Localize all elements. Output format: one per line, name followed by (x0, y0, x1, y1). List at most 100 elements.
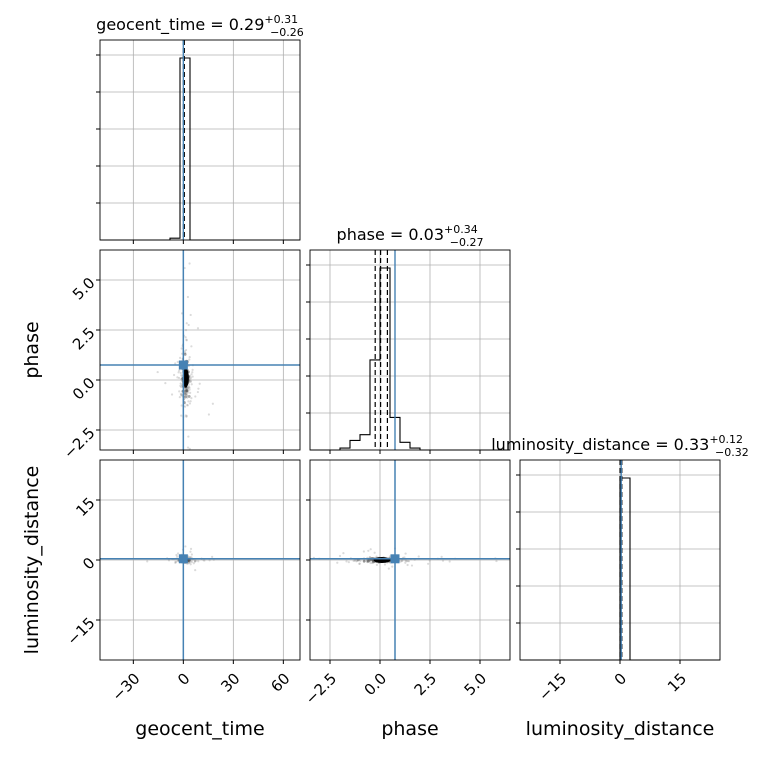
sample-point (399, 560, 402, 563)
sample-point (194, 395, 197, 398)
sample-point (183, 395, 187, 399)
sample-point (189, 391, 192, 394)
sample-point (170, 393, 174, 396)
axis-label-x-luminosity_distance: luminosity_distance (526, 718, 715, 740)
tick-label-x: 0.0 (361, 670, 391, 700)
sample-point (362, 550, 365, 553)
sample-point (178, 390, 181, 393)
sample-point (198, 382, 201, 385)
sample-point (407, 560, 411, 563)
panel-luminosity_distance-luminosity_distance: luminosity_distance = 0.33+0.12 −0.32 (491, 433, 749, 661)
sample-point (191, 371, 194, 374)
sample-point (336, 561, 339, 564)
sample-point (188, 355, 191, 359)
title-main: geocent_time = 0.29 (96, 15, 264, 35)
axis-label-x-phase: phase (381, 718, 438, 740)
tick-label-x: 2.5 (411, 670, 441, 700)
sample-point (410, 564, 414, 567)
sample-point (428, 559, 431, 562)
sample-point (352, 559, 355, 562)
title-main: phase = 0.03 (337, 225, 444, 244)
sample-point (187, 383, 190, 386)
sample-point (193, 560, 197, 563)
sample-point (359, 559, 362, 562)
sample-point (188, 385, 191, 388)
sample-point (358, 562, 361, 565)
sample-point (179, 394, 183, 397)
sample-point (179, 356, 182, 359)
sample-point (185, 389, 189, 393)
title-plus: +0.31 (264, 13, 298, 26)
sample-point (495, 559, 498, 563)
sample-point (362, 559, 366, 563)
sample-point (187, 323, 190, 327)
sample-point (175, 553, 178, 557)
panel-geocent_time-geocent_time: geocent_time = 0.29+0.31 −0.26 (96, 13, 304, 241)
sample-point (404, 559, 407, 562)
axis-label-y-luminosity_distance: luminosity_distance (21, 466, 43, 655)
sample-point (187, 435, 190, 438)
sample-point (146, 560, 149, 563)
sample-point (184, 336, 187, 339)
density-contour (373, 557, 391, 563)
sample-point (176, 376, 179, 379)
sample-point (194, 559, 197, 563)
sample-point (174, 561, 177, 564)
title-minus: −0.27 (450, 236, 484, 249)
panel-border (309, 249, 511, 451)
sample-point (197, 560, 200, 563)
sample-point (342, 552, 345, 555)
sample-point (164, 382, 167, 385)
sample-point (405, 559, 408, 562)
panel-border (99, 39, 301, 241)
title-minus: −0.26 (270, 26, 304, 39)
sample-point (185, 339, 188, 342)
truth-marker (390, 554, 400, 564)
sample-point (406, 559, 410, 563)
sample-point (183, 350, 187, 353)
sample-point (190, 560, 194, 564)
sample-point (174, 561, 177, 564)
sample-point (177, 371, 180, 374)
sample-point (189, 377, 192, 380)
sample-point (180, 404, 183, 407)
sample-point (417, 555, 420, 558)
sample-point (177, 376, 181, 380)
sample-point (180, 385, 183, 389)
sample-point (193, 559, 197, 563)
title-main: luminosity_distance = 0.33 (491, 435, 709, 455)
tick-label-x: −30 (108, 670, 143, 705)
sample-point (195, 559, 198, 562)
title-minus: −0.32 (715, 446, 749, 459)
sample-point (185, 348, 188, 352)
sample-point (373, 551, 376, 554)
tick-label-x: −2.5 (302, 670, 340, 708)
axis-label-x-geocent_time: geocent_time (135, 718, 264, 740)
sample-point (188, 556, 191, 559)
sample-point (186, 396, 189, 399)
sample-point (191, 368, 194, 371)
sample-point (448, 560, 451, 563)
tick-label-y: 15 (72, 494, 98, 520)
sample-point (406, 563, 409, 567)
sample-point (441, 559, 445, 562)
sample-point (185, 414, 188, 417)
sample-point (197, 387, 200, 390)
sample-point (190, 345, 193, 348)
sample-point (189, 563, 192, 566)
sample-point (188, 561, 191, 564)
sample-point (387, 567, 390, 570)
sample-point (189, 379, 192, 383)
sample-point (203, 559, 206, 562)
tick-label-x: 0 (611, 670, 630, 689)
sample-point (184, 329, 188, 332)
sample-point (190, 397, 193, 400)
sample-point (176, 559, 179, 563)
sample-point (180, 347, 183, 350)
tick-label-x: 60 (267, 670, 293, 696)
tick-label-x: 15 (664, 670, 690, 696)
sample-point (174, 362, 177, 365)
sample-point (196, 390, 199, 394)
sample-point (369, 548, 372, 551)
sample-point (440, 555, 443, 558)
